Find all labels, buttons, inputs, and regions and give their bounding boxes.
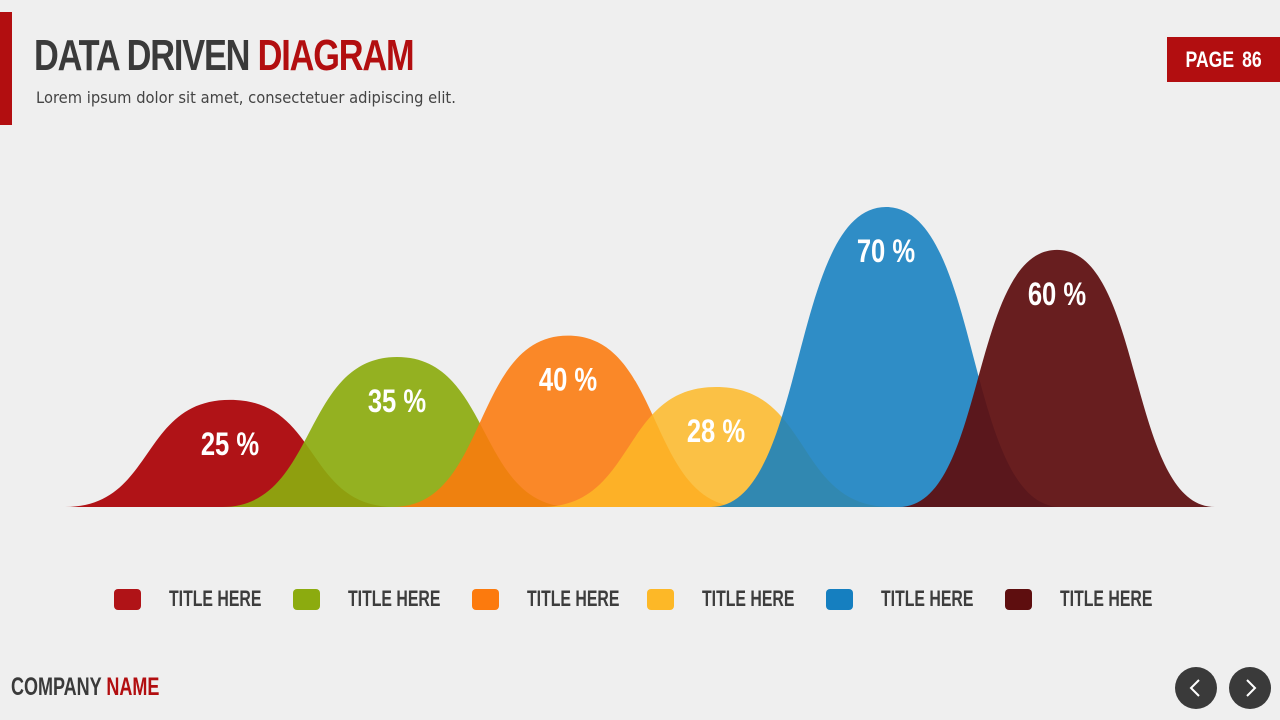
chart-legend: TITLE HERE TITLE HERE TITLE HERE TITLE HERE… xyxy=(0,584,1280,614)
title-part-2: DIAGRAM xyxy=(257,31,415,80)
legend-label: TITLE HERE xyxy=(169,586,262,611)
previous-slide-button[interactable] xyxy=(1175,667,1217,709)
page-badge: PAGE 86 xyxy=(1167,37,1280,82)
legend-swatch xyxy=(826,589,853,610)
company-name: COMPANY NAME xyxy=(11,672,159,702)
page-label: PAGE xyxy=(1185,46,1234,72)
bell-curve-chart: 25 % 35 % 40 % 28 % 70 % 60 % xyxy=(65,207,1215,507)
legend-swatch xyxy=(114,589,141,610)
legend-swatch xyxy=(1005,589,1032,610)
legend-swatch xyxy=(293,589,320,610)
value-label-6: 60 % xyxy=(1028,277,1086,312)
legend-label: TITLE HERE xyxy=(881,586,974,611)
chevron-left-icon xyxy=(1189,679,1200,697)
curve-6 xyxy=(899,249,1215,507)
title-part-1: DATA DRIVEN xyxy=(34,31,250,80)
legend-label: TITLE HERE xyxy=(702,586,795,611)
value-label-2: 35 % xyxy=(368,384,426,419)
value-label-4: 28 % xyxy=(687,414,745,449)
value-label-5: 70 % xyxy=(857,234,915,269)
legend-label: TITLE HERE xyxy=(1060,586,1153,611)
value-label-3: 40 % xyxy=(539,363,597,398)
value-label-1: 25 % xyxy=(201,427,259,462)
company-name-part-1: COMPANY xyxy=(11,673,102,701)
legend-swatch xyxy=(472,589,499,610)
legend-label: TITLE HERE xyxy=(348,586,441,611)
legend-swatch xyxy=(647,589,674,610)
page-number: 86 xyxy=(1241,46,1262,72)
company-name-part-2: NAME xyxy=(106,673,160,701)
page-subtitle: Lorem ipsum dolor sit amet, consectetuer… xyxy=(36,88,456,107)
page-title: DATA DRIVEN DIAGRAM xyxy=(34,28,415,84)
legend-label: TITLE HERE xyxy=(527,586,620,611)
accent-bar xyxy=(0,12,12,125)
chevron-right-icon xyxy=(1246,679,1257,697)
next-slide-button[interactable] xyxy=(1229,667,1271,709)
